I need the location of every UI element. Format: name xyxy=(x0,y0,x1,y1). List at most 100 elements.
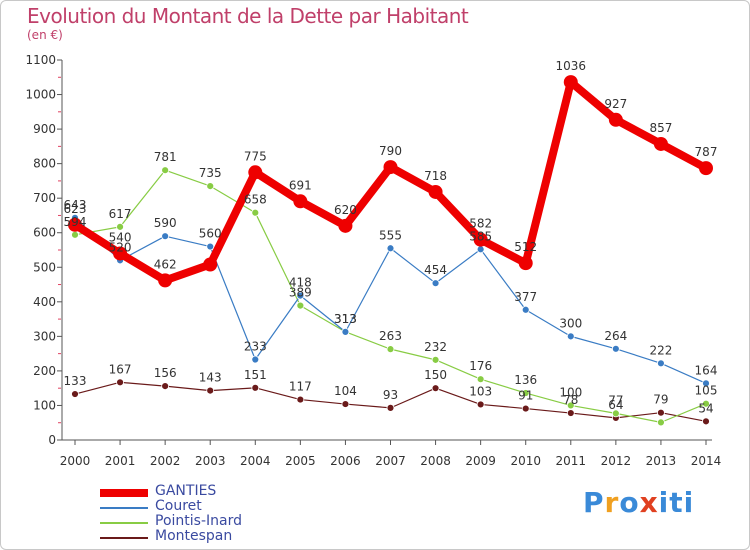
data-point xyxy=(563,75,578,90)
x-tick-label: 2009 xyxy=(465,454,496,468)
data-label: 100 xyxy=(559,385,582,399)
data-label: 620 xyxy=(334,203,357,217)
data-label: 718 xyxy=(424,169,447,183)
y-tick-label: 100 xyxy=(33,398,56,412)
x-tick-label: 2001 xyxy=(105,454,136,468)
data-label: 54 xyxy=(698,401,713,415)
data-label: 735 xyxy=(199,166,222,180)
data-point xyxy=(521,404,530,413)
data-point xyxy=(71,390,79,398)
data-label: 143 xyxy=(199,371,222,385)
data-label: 691 xyxy=(289,178,312,192)
data-label: 1036 xyxy=(556,59,587,73)
data-point xyxy=(248,165,263,180)
x-tick-label: 2000 xyxy=(60,454,91,468)
data-point xyxy=(386,403,395,412)
x-tick-label: 2005 xyxy=(285,454,316,468)
data-label: 927 xyxy=(604,97,627,111)
legend-swatch xyxy=(100,489,148,497)
data-point xyxy=(293,194,308,209)
data-point xyxy=(521,389,530,397)
data-label: 512 xyxy=(514,240,537,254)
data-label: 418 xyxy=(289,276,312,290)
data-point xyxy=(206,242,215,251)
data-point xyxy=(476,375,485,384)
chart-subtitle: (en €) xyxy=(27,28,63,42)
x-tick-label: 2002 xyxy=(150,454,181,468)
page-title: Evolution du Montant de la Dette par Hab… xyxy=(27,4,469,28)
data-point xyxy=(518,256,533,271)
data-point xyxy=(653,136,668,151)
data-label: 787 xyxy=(695,145,718,159)
data-label: 104 xyxy=(334,384,357,398)
y-tick-label: 1000 xyxy=(25,88,56,102)
data-label: 156 xyxy=(154,366,177,380)
data-label: 103 xyxy=(469,384,492,398)
data-point xyxy=(161,232,170,241)
data-point xyxy=(611,409,620,418)
legend-swatch xyxy=(100,507,148,509)
data-label: 136 xyxy=(514,373,537,387)
data-point xyxy=(251,208,260,217)
data-label: 590 xyxy=(154,216,177,230)
data-point xyxy=(702,399,710,408)
data-point xyxy=(521,305,530,314)
data-label: 454 xyxy=(424,263,447,277)
data-label: 389 xyxy=(289,286,312,300)
data-label: 232 xyxy=(424,340,447,354)
data-label: 91 xyxy=(518,389,533,403)
data-label: 93 xyxy=(383,388,398,402)
data-label: 594 xyxy=(64,215,87,229)
data-point xyxy=(116,378,124,387)
data-point xyxy=(68,217,82,232)
x-tick-label: 2011 xyxy=(556,454,587,468)
x-tick-label: 2010 xyxy=(510,454,541,468)
data-point xyxy=(476,245,485,254)
data-point xyxy=(386,244,395,253)
y-tick-label: 1100 xyxy=(25,53,56,67)
data-point xyxy=(161,382,170,391)
data-label: 585 xyxy=(469,229,492,243)
legend-label: GANTIES xyxy=(155,483,217,499)
data-label: 643 xyxy=(64,198,87,212)
data-label: 313 xyxy=(334,312,357,326)
data-point xyxy=(206,386,215,395)
data-point xyxy=(608,112,623,127)
data-point xyxy=(699,161,713,176)
data-point xyxy=(161,166,170,175)
data-label: 520 xyxy=(109,240,132,254)
data-label: 623 xyxy=(64,202,87,216)
data-point xyxy=(338,218,353,233)
data-label: 540 xyxy=(109,230,132,244)
data-label: 133 xyxy=(64,374,87,388)
x-tick-label: 2014 xyxy=(691,454,722,468)
data-point xyxy=(473,232,488,247)
x-tick-label: 2012 xyxy=(601,454,632,468)
data-point xyxy=(611,344,620,353)
y-tick-label: 600 xyxy=(33,226,56,240)
data-point xyxy=(296,291,305,300)
x-tick-label: 2013 xyxy=(646,454,677,468)
data-label: 222 xyxy=(649,343,672,357)
data-point xyxy=(702,379,710,388)
data-point xyxy=(657,418,665,427)
data-point xyxy=(341,400,350,408)
y-tick-label: 700 xyxy=(33,191,56,205)
data-label: 105 xyxy=(695,384,718,398)
x-tick-label: 2008 xyxy=(420,454,451,468)
data-point xyxy=(657,408,665,417)
x-tick-label: 2007 xyxy=(375,454,406,468)
data-label: 555 xyxy=(379,228,402,242)
data-point xyxy=(702,417,710,426)
data-point xyxy=(566,401,575,410)
data-label: 64 xyxy=(608,398,623,412)
y-tick-label: 200 xyxy=(33,364,56,378)
data-point xyxy=(296,301,305,310)
data-label: 117 xyxy=(289,380,312,394)
data-label: 164 xyxy=(695,363,718,377)
data-label: 462 xyxy=(154,257,177,271)
data-point xyxy=(203,257,218,272)
y-tick-label: 900 xyxy=(33,122,56,136)
data-label: 781 xyxy=(154,150,177,164)
x-tick-label: 2004 xyxy=(240,454,271,468)
